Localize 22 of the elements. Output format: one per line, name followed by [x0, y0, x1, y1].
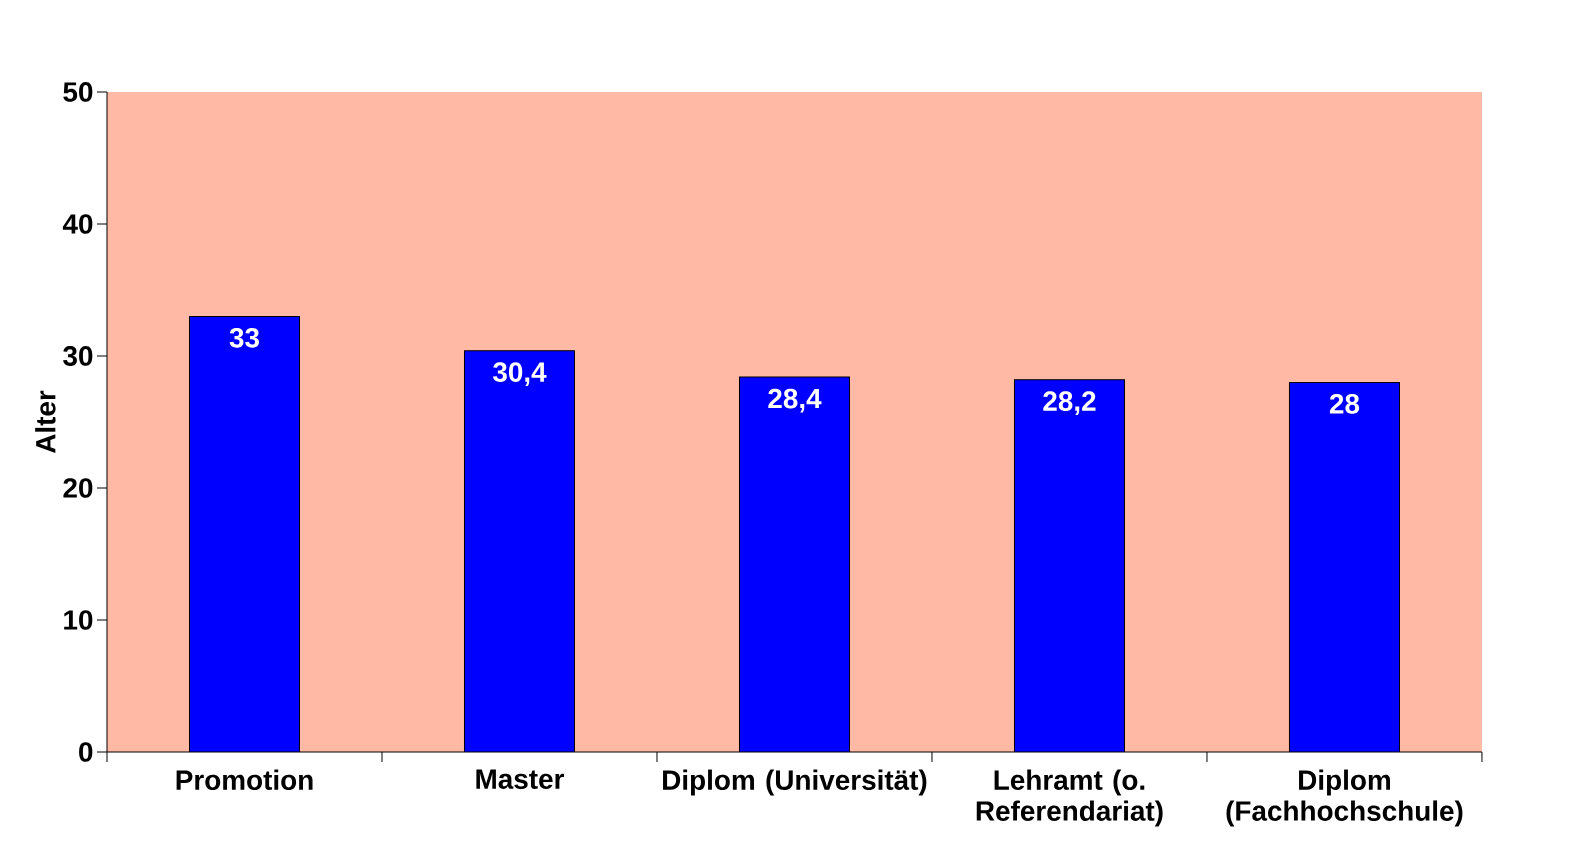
data-label: 28 — [1329, 393, 1360, 414]
x-tick-label: Diplom (Fachhochschule) — [1226, 769, 1463, 827]
y-tick-label: 50 — [63, 82, 93, 102]
y-axis-title: Alter — [35, 390, 56, 454]
bar — [1014, 379, 1125, 752]
bar — [739, 377, 850, 752]
y-tick-label: 30 — [63, 346, 93, 366]
x-tick-label: Lehramt (o. Referendariat) — [976, 769, 1163, 827]
bar — [464, 350, 575, 752]
bar — [189, 316, 300, 752]
y-tick-label: 0 — [79, 742, 93, 762]
y-tick-label: 40 — [62, 214, 93, 234]
y-tick-label: 20 — [63, 478, 93, 498]
bar — [1288, 381, 1400, 752]
data-label: 28,4 — [768, 388, 822, 413]
data-label: 28,2 — [1043, 391, 1096, 416]
x-tick-label: Master — [476, 769, 565, 789]
y-tick-label: 10 — [64, 610, 93, 630]
x-tick-label: Diplom (Universität) — [663, 769, 927, 796]
data-label: 30,4 — [492, 362, 547, 387]
x-tick-label: Promotion — [176, 769, 313, 790]
data-label: 33 — [229, 327, 259, 348]
